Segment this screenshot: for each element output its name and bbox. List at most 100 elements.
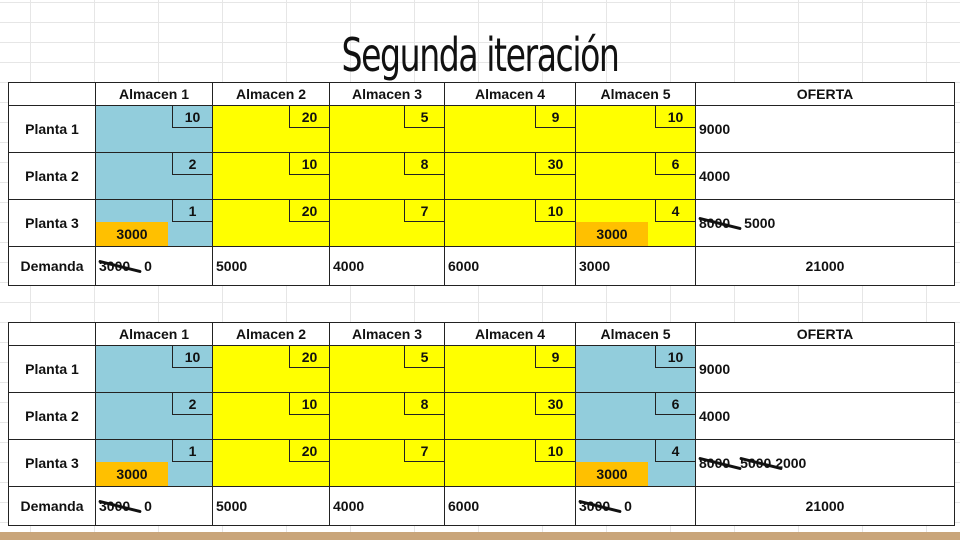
oferta-planta-1: 9000 <box>695 105 955 153</box>
cost-box: 5 <box>404 106 444 128</box>
cost-box: 10 <box>535 200 575 222</box>
cost-box: 30 <box>535 153 575 175</box>
cost-box: 5 <box>404 346 444 368</box>
cost-box: 10 <box>289 153 329 175</box>
cell-p3-a3: 7 <box>329 199 445 247</box>
cost-box: 20 <box>289 200 329 222</box>
demanda-a2: 5000 <box>212 486 330 526</box>
demanda-a3: 4000 <box>329 486 445 526</box>
row-planta-2: Planta 2 2 10 8 30 6 4000 <box>8 392 955 440</box>
header-almacen-4: Almacen 4 <box>444 82 576 106</box>
corner-cell <box>8 82 96 106</box>
row-label-planta-2: Planta 2 <box>8 392 96 440</box>
cost-box: 6 <box>655 153 695 175</box>
cell-p2-a3: 8 <box>329 152 445 200</box>
demanda-value: 3000 <box>579 258 611 274</box>
row-label-demanda: Demanda <box>8 486 96 526</box>
header-almacen-5: Almacen 5 <box>575 322 696 346</box>
row-planta-2: Planta 2 2 10 8 30 6 4000 <box>8 152 955 200</box>
cell-p2-a3: 8 <box>329 392 445 440</box>
cost-box: 4 <box>655 440 695 462</box>
cell-p1-a2: 20 <box>212 345 330 393</box>
cost-box: 1 <box>172 200 212 222</box>
allocation-box: 3000 <box>96 462 168 486</box>
allocation-box: 3000 <box>96 222 168 246</box>
row-label-planta-1: Planta 1 <box>8 105 96 153</box>
header-almacen-4: Almacen 4 <box>444 322 576 346</box>
cost-box: 10 <box>172 346 212 368</box>
demanda-a1: 3000 0 <box>95 246 213 286</box>
row-planta-1: Planta 1 10 20 5 9 10 9000 <box>8 105 955 153</box>
cost-box: 1 <box>172 440 212 462</box>
struck-value: 5000 <box>740 455 772 471</box>
row-label-planta-1: Planta 1 <box>8 345 96 393</box>
oferta-planta-1: 9000 <box>695 345 955 393</box>
cell-p1-a1: 10 <box>95 345 213 393</box>
header-row: Almacen 1 Almacen 2 Almacen 3 Almacen 4 … <box>8 82 955 106</box>
oferta-planta-2: 4000 <box>695 152 955 200</box>
row-planta-3: Planta 3 1 3000 20 7 10 4 3000 8000 5000 <box>8 199 955 247</box>
demanda-value: 4000 <box>333 258 365 274</box>
cell-p2-a4: 30 <box>444 152 576 200</box>
demanda-value: 5000 <box>216 498 248 514</box>
struck-value: 8000 <box>699 215 731 231</box>
header-almacen-2: Almacen 2 <box>212 322 330 346</box>
cost-box: 20 <box>289 106 329 128</box>
oferta-value: 5000 <box>744 215 776 231</box>
struck-value: 3000 <box>579 498 611 514</box>
cell-p3-a3: 7 <box>329 439 445 487</box>
transport-table-2: Almacen 1 Almacen 2 Almacen 3 Almacen 4 … <box>8 322 955 526</box>
row-demanda: Demanda 3000 0 5000 4000 6000 3000 0 21000 <box>8 486 955 526</box>
oferta-value: 2000 <box>775 455 807 471</box>
header-almacen-1: Almacen 1 <box>95 322 213 346</box>
row-label-planta-3: Planta 3 <box>8 439 96 487</box>
oferta-value: 4000 <box>699 408 731 424</box>
cost-box: 10 <box>535 440 575 462</box>
cost-box: 9 <box>535 106 575 128</box>
cell-p1-a5: 10 <box>575 105 696 153</box>
demanda-value: 0 <box>144 498 152 514</box>
cell-p2-a2: 10 <box>212 392 330 440</box>
demanda-value: 6000 <box>448 258 480 274</box>
cost-box: 9 <box>535 346 575 368</box>
total-oferta: 21000 <box>695 246 955 286</box>
total-oferta: 21000 <box>695 486 955 526</box>
cost-box: 6 <box>655 393 695 415</box>
header-oferta: OFERTA <box>695 82 955 106</box>
cell-p1-a5: 10 <box>575 345 696 393</box>
header-oferta: OFERTA <box>695 322 955 346</box>
oferta-planta-3: 8000 5000 2000 <box>695 439 955 487</box>
oferta-value: 9000 <box>699 361 731 377</box>
cell-p2-a5: 6 <box>575 392 696 440</box>
slide-title: Segunda iteración <box>341 28 620 82</box>
cost-box: 7 <box>404 440 444 462</box>
struck-value: 3000 <box>99 258 131 274</box>
cost-box: 8 <box>404 153 444 175</box>
row-demanda: Demanda 3000 0 5000 4000 6000 3000 21000 <box>8 246 955 286</box>
cost-box: 2 <box>172 393 212 415</box>
cost-box: 4 <box>655 200 695 222</box>
demanda-value: 5000 <box>216 258 248 274</box>
cost-box: 20 <box>289 346 329 368</box>
demanda-value: 0 <box>624 498 632 514</box>
header-row: Almacen 1 Almacen 2 Almacen 3 Almacen 4 … <box>8 322 955 346</box>
row-label-planta-3: Planta 3 <box>8 199 96 247</box>
cell-p3-a4: 10 <box>444 439 576 487</box>
cell-p1-a4: 9 <box>444 105 576 153</box>
struck-value: 3000 <box>99 498 131 514</box>
oferta-value: 9000 <box>699 121 731 137</box>
cell-p3-a1: 1 3000 <box>95 439 213 487</box>
demanda-value: 4000 <box>333 498 365 514</box>
allocation-box: 3000 <box>576 462 648 486</box>
oferta-planta-2: 4000 <box>695 392 955 440</box>
cell-p3-a2: 20 <box>212 439 330 487</box>
cost-box: 30 <box>535 393 575 415</box>
cell-p1-a3: 5 <box>329 345 445 393</box>
demanda-a4: 6000 <box>444 246 576 286</box>
demanda-a5: 3000 0 <box>575 486 696 526</box>
demanda-a4: 6000 <box>444 486 576 526</box>
row-planta-1: Planta 1 10 20 5 9 10 9000 <box>8 345 955 393</box>
cost-box: 10 <box>172 106 212 128</box>
corner-cell <box>8 322 96 346</box>
header-almacen-1: Almacen 1 <box>95 82 213 106</box>
